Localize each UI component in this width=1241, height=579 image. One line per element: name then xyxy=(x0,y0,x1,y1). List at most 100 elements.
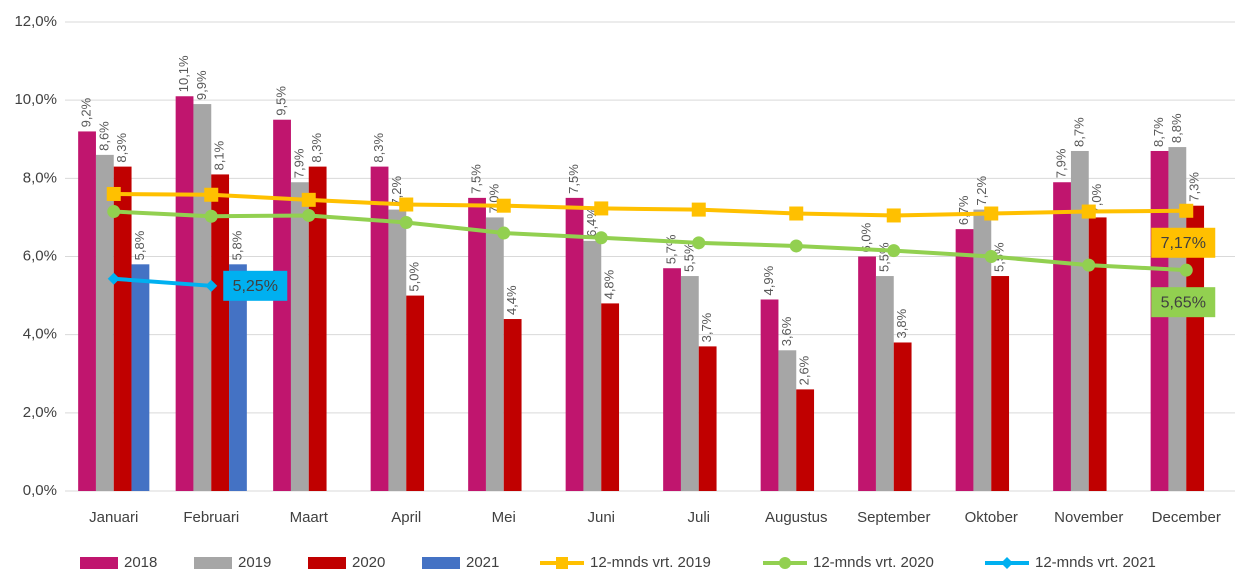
legend-label: 12-mnds vrt. 2021 xyxy=(1035,554,1156,571)
marker xyxy=(399,215,413,229)
bar xyxy=(680,276,699,491)
marker xyxy=(1082,258,1096,272)
legend-marker xyxy=(779,557,791,569)
data-label: 9,2% xyxy=(78,97,93,127)
y-tick-label: 0,0% xyxy=(23,482,57,499)
marker xyxy=(497,226,511,240)
marker xyxy=(984,206,999,221)
bar xyxy=(1186,205,1205,492)
bar xyxy=(175,96,194,491)
bar xyxy=(973,209,992,491)
legend-label: 2018 xyxy=(124,554,157,571)
x-tick-label: September xyxy=(857,509,930,526)
data-label: 7,9% xyxy=(1053,148,1068,178)
data-label: 7,2% xyxy=(974,176,989,206)
data-label: 8,7% xyxy=(1151,117,1166,147)
marker xyxy=(789,206,804,221)
bar xyxy=(229,264,247,491)
x-tick-label: Februari xyxy=(183,509,239,526)
bar xyxy=(991,276,1010,491)
data-label: 7,3% xyxy=(1187,172,1202,202)
bar xyxy=(1168,147,1187,492)
data-label: 8,3% xyxy=(309,133,324,163)
y-tick-label: 6,0% xyxy=(23,247,57,264)
x-tick-label: Juni xyxy=(587,509,615,526)
data-label: 7,17% xyxy=(1161,235,1206,252)
bar xyxy=(955,229,974,491)
marker xyxy=(205,279,218,292)
data-label: 8,1% xyxy=(212,140,227,170)
legend-swatch xyxy=(80,557,118,569)
data-label: 8,3% xyxy=(114,133,129,163)
marker xyxy=(302,208,316,222)
data-label: 4,8% xyxy=(602,269,617,299)
legend-label: 12-mnds vrt. 2019 xyxy=(590,554,711,571)
bar xyxy=(406,295,425,491)
bar xyxy=(388,209,407,491)
label-box xyxy=(1151,287,1216,318)
data-label: 6,0% xyxy=(858,222,873,252)
bar xyxy=(893,342,912,491)
bar xyxy=(663,268,681,491)
legend-label: 2021 xyxy=(466,554,499,571)
bar xyxy=(565,197,584,491)
data-label: 5,8% xyxy=(229,230,244,260)
marker xyxy=(301,192,316,207)
x-tick-label: December xyxy=(1152,509,1221,526)
marker xyxy=(399,197,414,212)
y-tick-label: 10,0% xyxy=(14,91,57,108)
marker xyxy=(204,209,218,223)
data-label: 3,6% xyxy=(779,316,794,346)
x-tick-label: Januari xyxy=(89,509,138,526)
legend-label: 12-mnds vrt. 2020 xyxy=(813,554,934,571)
bar xyxy=(468,197,486,491)
legend-swatch xyxy=(308,557,346,569)
marker xyxy=(107,205,121,219)
line xyxy=(113,276,212,288)
bar xyxy=(370,166,389,491)
data-label: 5,5% xyxy=(681,242,696,272)
bar xyxy=(796,389,815,491)
bar xyxy=(1053,182,1071,491)
x-tick-label: Mei xyxy=(492,509,516,526)
data-label: 3,7% xyxy=(699,312,714,342)
data-label: 7,9% xyxy=(291,148,306,178)
marker xyxy=(886,208,901,223)
bar xyxy=(503,319,522,491)
y-tick-label: 8,0% xyxy=(23,169,57,186)
data-label: 5,7% xyxy=(663,234,678,264)
bar xyxy=(601,303,620,491)
bar xyxy=(1088,217,1107,491)
data-label: 4,4% xyxy=(504,285,519,315)
bar xyxy=(1150,150,1169,491)
bar xyxy=(1070,150,1089,491)
data-label: 8,8% xyxy=(1169,113,1184,143)
x-tick-label: Maart xyxy=(290,509,329,526)
legend-marker xyxy=(1001,557,1013,569)
data-label: 5,0% xyxy=(407,262,422,292)
bar xyxy=(273,119,291,491)
legend-marker xyxy=(556,557,568,569)
marker xyxy=(594,201,609,216)
label-box xyxy=(1151,227,1216,258)
bar xyxy=(193,104,212,491)
data-label: 9,5% xyxy=(273,86,288,116)
bar xyxy=(858,256,876,491)
line xyxy=(113,209,1187,273)
bar xyxy=(131,264,150,491)
marker xyxy=(789,239,803,253)
legend-label: 2020 xyxy=(352,554,385,571)
bar xyxy=(875,276,894,491)
data-label: 8,3% xyxy=(371,133,386,163)
marker xyxy=(107,272,120,285)
data-label: 5,65% xyxy=(1161,294,1206,311)
marker xyxy=(496,198,511,213)
marker xyxy=(594,231,608,245)
data-label: 10,1% xyxy=(176,55,191,92)
y-tick-label: 12,0% xyxy=(14,13,57,30)
bar xyxy=(698,346,717,491)
y-tick-label: 2,0% xyxy=(23,404,57,421)
marker xyxy=(1179,203,1194,218)
data-label: 5,8% xyxy=(132,230,147,260)
